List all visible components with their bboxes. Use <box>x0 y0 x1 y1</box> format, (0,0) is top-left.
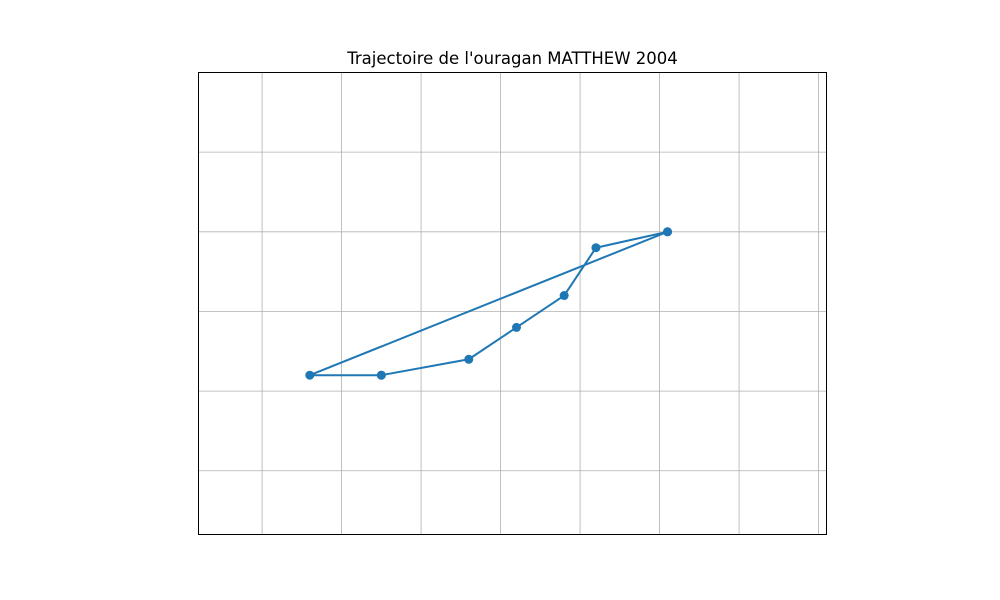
trajectory-point <box>663 227 673 237</box>
trajectory-point <box>305 370 315 380</box>
chart-title: Trajectoire de l'ouragan MATTHEW 2004 <box>346 49 678 68</box>
trajectory-point <box>559 291 569 301</box>
trajectory-point <box>464 354 474 364</box>
plot-frame <box>198 72 827 535</box>
trajectory-point <box>591 243 601 253</box>
trajectory-point <box>511 322 521 332</box>
trajectory-point <box>376 370 386 380</box>
trajectory-line <box>308 230 668 377</box>
series-layer <box>305 227 673 380</box>
grid-layer <box>198 72 827 535</box>
